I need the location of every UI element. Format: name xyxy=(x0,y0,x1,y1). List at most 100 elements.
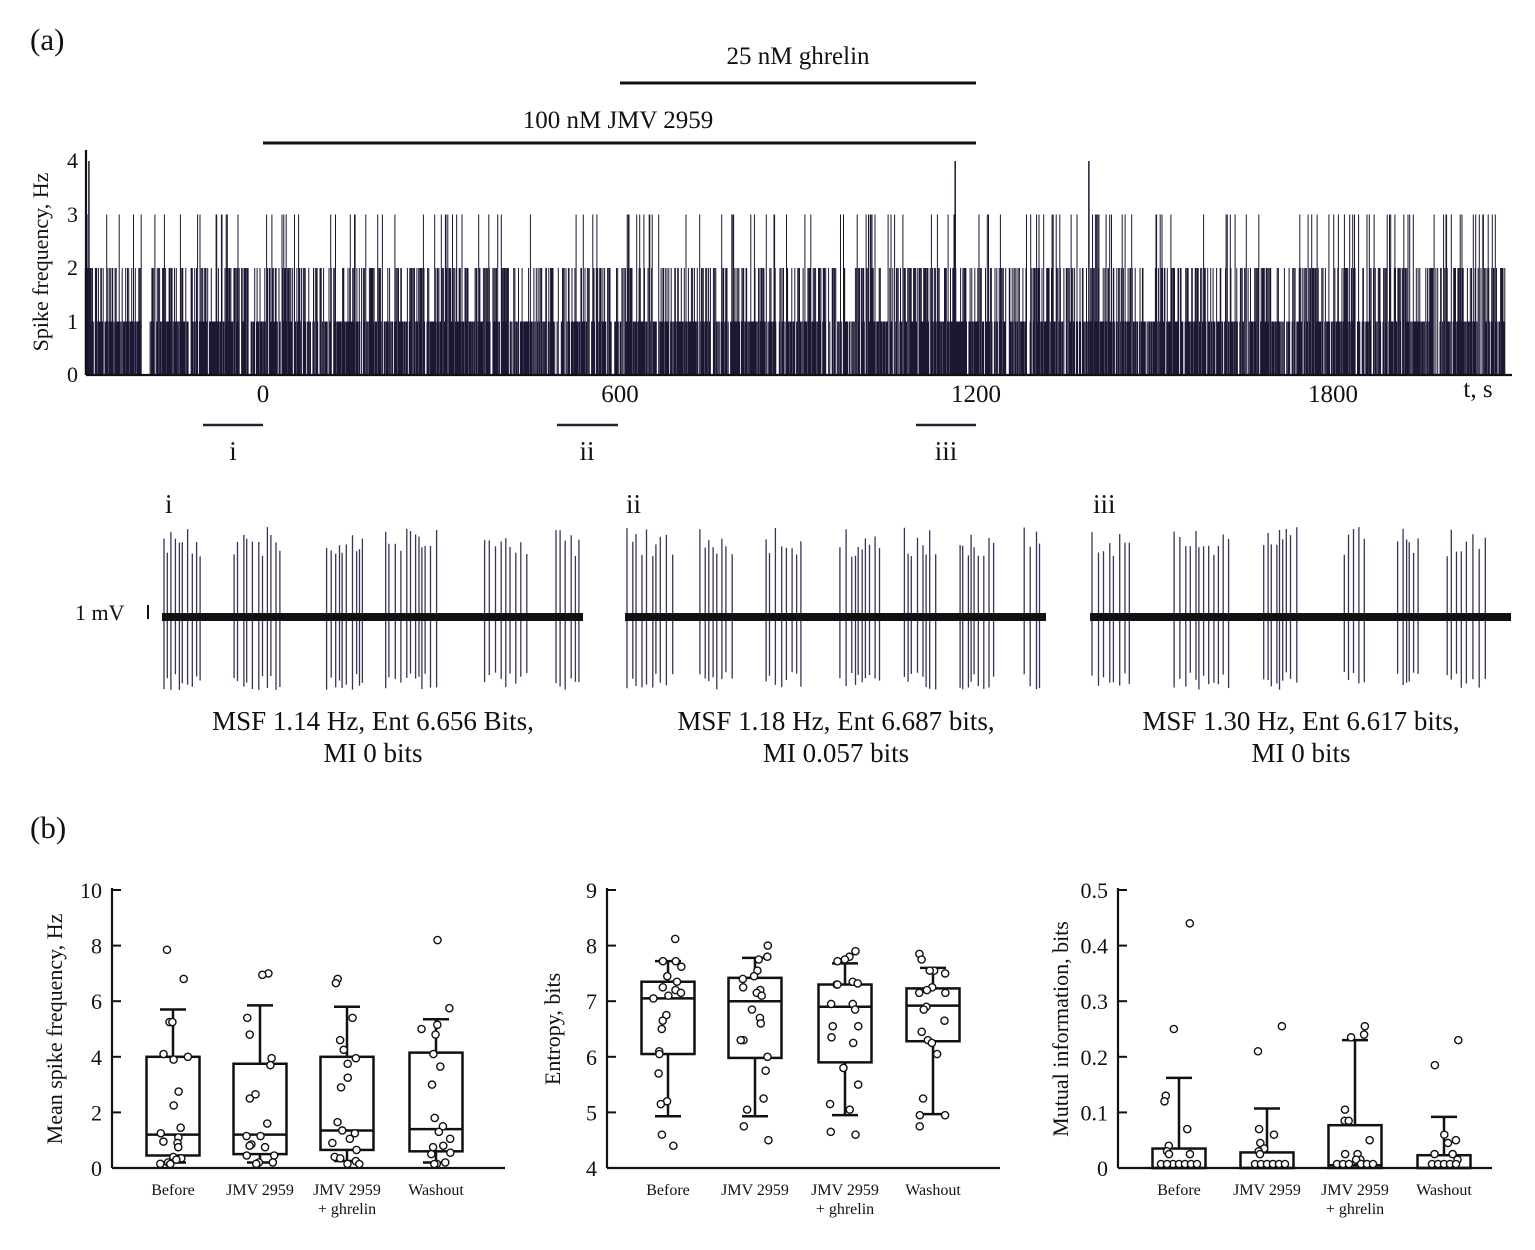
y-tick-label: 4 xyxy=(91,1045,102,1070)
data-point xyxy=(826,1127,836,1137)
data-point xyxy=(845,1105,855,1114)
data-point xyxy=(851,1130,860,1139)
data-point xyxy=(1448,1149,1457,1159)
data-point xyxy=(853,1021,863,1031)
data-point xyxy=(671,956,681,966)
data-point xyxy=(1164,1149,1174,1159)
data-point xyxy=(268,1158,278,1167)
data-point xyxy=(242,1151,252,1160)
data-point xyxy=(1451,1135,1461,1145)
data-point xyxy=(739,1122,749,1131)
trace-iii-caption-1: MSF 1.30 Hz, Ent 6.617 bits, xyxy=(1142,706,1459,736)
y-axis-label: Entropy, bits xyxy=(540,973,565,1085)
data-point xyxy=(742,1105,752,1114)
data-point xyxy=(654,1069,663,1078)
box-iqr xyxy=(817,983,873,1064)
data-point xyxy=(245,1141,254,1151)
box-washout xyxy=(1416,1035,1472,1170)
data-point xyxy=(1280,1159,1290,1169)
box-iqr xyxy=(408,1051,464,1153)
data-point xyxy=(429,1049,438,1059)
spike-lines xyxy=(626,527,1041,690)
data-point xyxy=(941,988,950,998)
histogram-bars xyxy=(84,214,1506,375)
y-tick-label: 0.2 xyxy=(1081,1045,1109,1070)
data-point xyxy=(1439,1130,1449,1139)
y-tick-label: 0.5 xyxy=(1081,878,1109,903)
data-point xyxy=(657,1024,667,1034)
category-label: JMV 2959 xyxy=(313,1182,381,1199)
data-point xyxy=(677,962,686,972)
trace-iii-label: iii xyxy=(1093,489,1116,519)
data-point xyxy=(173,1142,183,1152)
data-point xyxy=(1192,1159,1202,1169)
data-point xyxy=(826,999,836,1009)
box-jmv-2959 xyxy=(727,941,783,1145)
category-label: JMV 2959 xyxy=(811,1182,879,1199)
data-point xyxy=(156,1159,165,1169)
data-point xyxy=(345,1134,355,1144)
data-point xyxy=(251,1159,261,1169)
data-point xyxy=(918,1094,928,1103)
hist-x-label: t, s xyxy=(1463,376,1492,403)
data-point xyxy=(179,974,189,984)
data-point xyxy=(915,1110,925,1120)
data-point xyxy=(156,1128,166,1138)
data-point xyxy=(333,1117,342,1127)
data-point xyxy=(851,946,860,956)
box-jmv-2959 xyxy=(817,946,873,1139)
trace-ii-caption-1: MSF 1.18 Hz, Ent 6.687 bits, xyxy=(677,706,994,736)
data-point xyxy=(431,1030,440,1039)
data-point xyxy=(915,1122,925,1131)
data-point xyxy=(256,1131,265,1141)
data-point xyxy=(430,1113,439,1123)
data-point xyxy=(922,985,932,995)
trace-3 xyxy=(1090,527,1511,690)
data-point xyxy=(1269,1130,1279,1139)
data-point xyxy=(258,970,267,980)
box-jmv-2959 xyxy=(1239,1021,1295,1170)
data-point xyxy=(328,1138,337,1148)
data-point xyxy=(242,1013,252,1023)
hist-y-ticks: 0 1 2 3 4 xyxy=(67,148,78,387)
data-point xyxy=(351,1053,361,1063)
data-point xyxy=(445,1003,454,1013)
data-point xyxy=(917,955,926,964)
hist-y-label: Spike frequency, Hz xyxy=(28,172,53,351)
category-label: Before xyxy=(151,1182,195,1199)
data-point xyxy=(658,956,668,966)
box-iqr xyxy=(1327,1123,1383,1170)
data-point xyxy=(433,1020,442,1030)
data-point xyxy=(756,1019,766,1028)
panel-b-label: (b) xyxy=(30,810,66,845)
data-point xyxy=(1182,1124,1192,1134)
data-point xyxy=(176,1123,185,1132)
data-point xyxy=(658,1016,668,1025)
y-axis-label: Mutual information, bits xyxy=(1048,921,1073,1137)
data-point xyxy=(162,945,172,955)
data-point xyxy=(658,983,668,992)
y-tick: 0 xyxy=(67,362,78,387)
data-point xyxy=(1340,1105,1350,1114)
spike-lines xyxy=(1091,527,1486,690)
jmv-label: 100 nM JMV 2959 xyxy=(523,107,714,134)
data-point xyxy=(828,1021,838,1031)
data-point xyxy=(335,1153,345,1163)
box-iqr xyxy=(905,987,961,1043)
data-point xyxy=(1430,1149,1439,1159)
data-point xyxy=(331,978,341,988)
data-point xyxy=(662,971,672,981)
data-point xyxy=(1254,1124,1264,1134)
data-point xyxy=(242,1131,251,1141)
data-point xyxy=(655,1049,664,1059)
box-jmv-2959 xyxy=(319,974,375,1169)
trace-baseline xyxy=(625,613,1046,621)
data-point xyxy=(1344,1116,1353,1126)
trace-ii-caption-2: MI 0.057 bits xyxy=(763,738,909,768)
trace-2 xyxy=(625,527,1046,690)
trace-i-label: i xyxy=(165,489,173,519)
box-iqr xyxy=(319,1055,375,1152)
category-label: JMV 2959 xyxy=(1233,1182,1301,1199)
box-before xyxy=(1151,919,1207,1170)
y-tick-label: 8 xyxy=(586,934,597,959)
